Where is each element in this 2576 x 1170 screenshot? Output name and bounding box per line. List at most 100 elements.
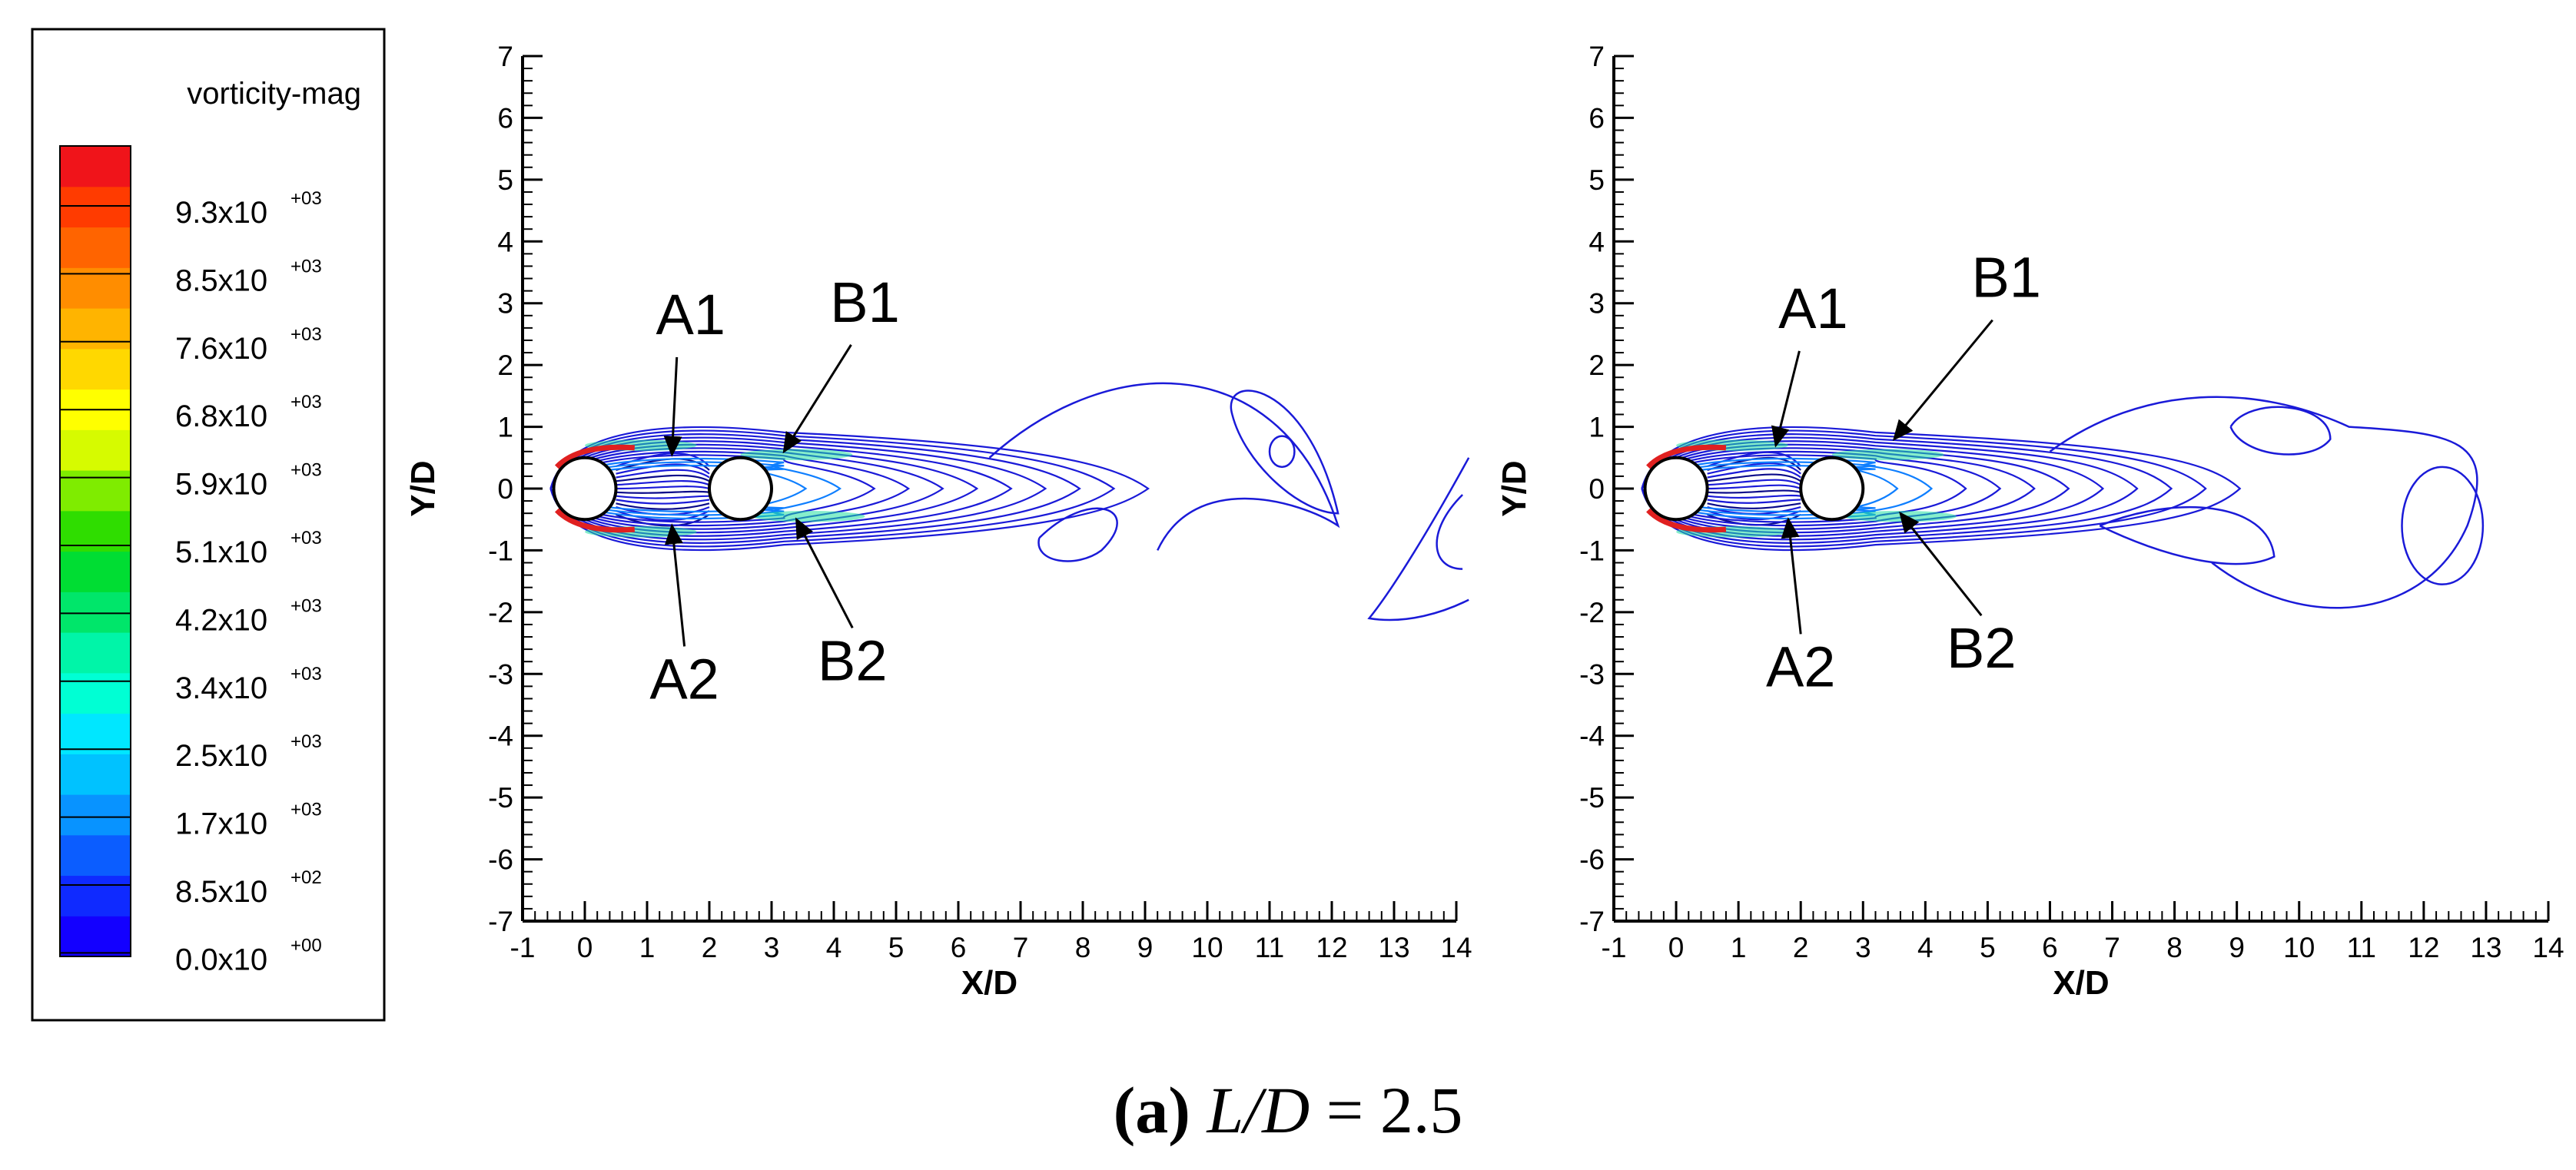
x-tick-label: 6 bbox=[2042, 932, 2058, 963]
y-tick-label: -5 bbox=[488, 782, 513, 814]
colorbar-band bbox=[60, 348, 131, 390]
y-tick-label: 5 bbox=[497, 164, 513, 196]
y-tick-label: -3 bbox=[1579, 658, 1605, 690]
legend-tick-labels: 9.3x10 +03 8.5x10 +03 7.6x10 +03 6.8x10 +03 5.9x… bbox=[60, 188, 322, 976]
x-tick-label: 2 bbox=[702, 932, 718, 963]
figure-caption: (a) L/D = 2.5 bbox=[0, 1072, 2576, 1148]
gap-contour bbox=[1707, 462, 1801, 475]
wake-contour bbox=[1641, 450, 2002, 527]
gap-contour bbox=[1707, 506, 1801, 515]
caption-label: (a) bbox=[1113, 1073, 1190, 1147]
wake-contour bbox=[549, 450, 911, 527]
shed-vortex-core bbox=[1268, 435, 1296, 469]
high-vorticity-patch bbox=[740, 449, 853, 461]
annotation-arrow bbox=[1781, 517, 1802, 635]
x-tick-label: 4 bbox=[826, 932, 842, 963]
gap-contour bbox=[1707, 484, 1801, 490]
legend-tick-label: 5.9x10 bbox=[175, 468, 267, 502]
x-tick-label: 5 bbox=[1980, 932, 1996, 963]
annotation-label: B1 bbox=[830, 270, 900, 334]
colorbar-band bbox=[60, 916, 131, 957]
colorbar-band bbox=[60, 592, 131, 633]
x-tick-label: 8 bbox=[2166, 932, 2183, 963]
colorbar-band bbox=[60, 429, 131, 471]
gap-contour bbox=[1707, 479, 1801, 486]
y-tick-label: 2 bbox=[1588, 350, 1605, 381]
legend-tick-label: 8.5x10 bbox=[175, 263, 267, 297]
gap-contour bbox=[616, 499, 710, 505]
cylinder bbox=[1643, 456, 1709, 522]
annotation-label: A1 bbox=[656, 283, 725, 346]
y-tick-label: -7 bbox=[488, 906, 513, 937]
wake-contour bbox=[1641, 461, 1899, 516]
legend-tick-label: 1.7x10 bbox=[175, 807, 267, 841]
wake-contour bbox=[549, 429, 1116, 548]
marks-left: A1 B1 A2 B2 bbox=[552, 270, 900, 711]
x-tick-label: 3 bbox=[764, 932, 780, 963]
wake-contour bbox=[1641, 454, 1967, 523]
legend-tick-exponent: +00 bbox=[290, 935, 322, 956]
leading-edge-shear bbox=[1646, 508, 1727, 533]
shed-vortex-contour bbox=[1436, 494, 1463, 570]
x-tick-label: 2 bbox=[1793, 932, 1809, 963]
y-tick-label: 7 bbox=[497, 41, 513, 72]
legend-tick-exponent: +03 bbox=[290, 528, 322, 549]
legend-tick-label: 9.3x10 bbox=[175, 196, 267, 230]
gap-contour bbox=[1707, 499, 1801, 504]
annotation-label: A1 bbox=[1778, 277, 1848, 340]
colorbar-band bbox=[60, 632, 131, 674]
shed-vortex-core bbox=[2401, 466, 2485, 585]
x-tick-label: -1 bbox=[510, 932, 536, 963]
colorbar-band bbox=[60, 308, 131, 350]
cylinder bbox=[1799, 456, 1865, 522]
wake-contour bbox=[549, 426, 1150, 552]
gap-contour bbox=[1707, 489, 1801, 494]
legend-tick-exponent: +03 bbox=[290, 188, 322, 209]
colorbar-legend: vorticity-mag 9.3x10 +03 8.5x10 +03 7.6x10 +0… bbox=[31, 28, 386, 1022]
x-tick-label: 7 bbox=[2104, 932, 2120, 963]
colorbar-band bbox=[60, 875, 131, 916]
x-tick-label: 1 bbox=[1731, 932, 1747, 963]
caption-value: 2.5 bbox=[1379, 1073, 1463, 1147]
colorbar-band bbox=[60, 713, 131, 754]
y-tick-label: 3 bbox=[1588, 288, 1605, 320]
x-tick-label: 9 bbox=[2229, 932, 2245, 963]
y-tick-label: -5 bbox=[1579, 782, 1605, 814]
gap-contour bbox=[616, 469, 710, 479]
y-tick-label: -6 bbox=[488, 844, 513, 876]
y-tick-label: 4 bbox=[1588, 226, 1605, 257]
y-tick-label: -2 bbox=[1579, 597, 1605, 628]
colorbar-band bbox=[60, 794, 131, 836]
x-tick-label: 12 bbox=[1316, 932, 1347, 963]
legend-tick-exponent: +03 bbox=[290, 800, 322, 820]
x-tick-label: 14 bbox=[2532, 932, 2564, 963]
annotation-label: B1 bbox=[1971, 246, 2041, 310]
annotation-arrow bbox=[663, 356, 682, 457]
y-tick-label: -1 bbox=[1579, 535, 1605, 566]
shed-vortex-contour bbox=[988, 382, 1340, 551]
caption-equals: = bbox=[1310, 1073, 1380, 1147]
x-tick-label: 10 bbox=[1191, 932, 1223, 963]
y-tick-label: 4 bbox=[497, 226, 513, 257]
x-tick-label: 4 bbox=[1917, 932, 1934, 963]
legend-tick-exponent: +03 bbox=[290, 460, 322, 481]
legend-tick-exponent: +02 bbox=[290, 867, 322, 888]
annotation-label: B2 bbox=[818, 628, 888, 692]
y-tick-label: 1 bbox=[497, 412, 513, 443]
gap-contour bbox=[616, 495, 710, 499]
legend-tick-label: 5.1x10 bbox=[175, 535, 267, 569]
x-axis-label: X/D bbox=[2053, 964, 2109, 1002]
colorbar-band bbox=[60, 470, 131, 512]
shed-vortex-contour bbox=[2049, 396, 2478, 609]
y-tick-label: -4 bbox=[1579, 721, 1605, 752]
x-tick-label: 11 bbox=[2347, 932, 2376, 963]
x-axis-label: X/D bbox=[961, 964, 1017, 1002]
x-tick-label: 0 bbox=[577, 932, 593, 963]
leading-edge-shear bbox=[1646, 444, 1727, 469]
legend-tick-label: 0.0x10 bbox=[175, 943, 267, 976]
y-axis-label: Y/D bbox=[404, 460, 442, 516]
shed-vortex-contour bbox=[2099, 505, 2276, 565]
y-tick-label: -4 bbox=[488, 721, 513, 752]
vorticity-contours-left bbox=[549, 382, 1470, 621]
